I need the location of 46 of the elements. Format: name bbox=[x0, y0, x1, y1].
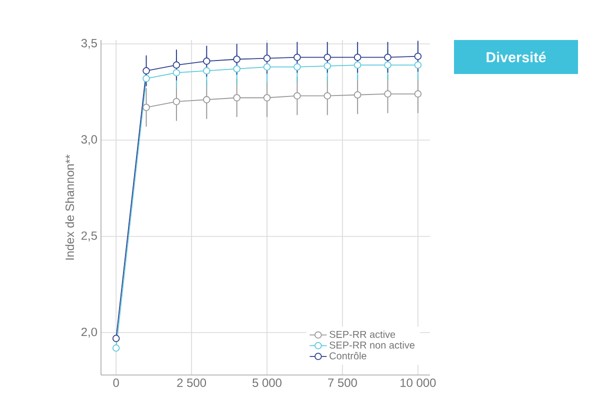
point bbox=[172, 61, 180, 69]
point bbox=[354, 61, 362, 69]
point bbox=[414, 52, 422, 60]
point bbox=[263, 63, 271, 71]
y-tick-label: 2,5 bbox=[81, 231, 97, 242]
point bbox=[203, 96, 210, 104]
point bbox=[354, 91, 362, 99]
point bbox=[414, 90, 422, 98]
point bbox=[414, 61, 422, 69]
point bbox=[294, 54, 301, 61]
point bbox=[112, 344, 120, 352]
point bbox=[172, 69, 180, 76]
legend-label: SEP-RR active bbox=[330, 330, 396, 338]
x-tick-label: 2 500 bbox=[177, 378, 206, 387]
point bbox=[324, 54, 332, 61]
point bbox=[384, 90, 392, 98]
legend-label: Contrôle bbox=[330, 352, 366, 360]
point bbox=[384, 54, 392, 61]
point bbox=[203, 58, 210, 65]
point bbox=[233, 65, 240, 73]
x-tick-label: 10 000 bbox=[400, 378, 436, 387]
point bbox=[233, 94, 240, 102]
y-axis-title: Index de Shannon** bbox=[65, 154, 74, 260]
x-tick-label: 0 bbox=[113, 378, 119, 387]
point bbox=[354, 54, 362, 61]
x-tick-label: 5 000 bbox=[252, 378, 282, 387]
point bbox=[142, 67, 150, 74]
y-tick-label: 3,5 bbox=[81, 38, 97, 49]
point bbox=[142, 74, 150, 82]
point bbox=[384, 61, 392, 69]
legend-label: SEP-RR non active bbox=[330, 341, 414, 349]
point bbox=[233, 56, 240, 63]
point bbox=[112, 334, 120, 342]
point bbox=[263, 54, 271, 62]
point bbox=[324, 92, 332, 100]
y-tick-label: 3,0 bbox=[81, 135, 98, 146]
point bbox=[172, 98, 180, 106]
point bbox=[294, 92, 301, 100]
y-tick-label: 2,0 bbox=[81, 328, 98, 338]
text: Diversité bbox=[486, 52, 546, 62]
point bbox=[294, 63, 301, 71]
point bbox=[324, 62, 332, 70]
point bbox=[142, 104, 150, 112]
x-tick-label: 7 500 bbox=[328, 378, 357, 387]
point bbox=[263, 94, 271, 102]
point bbox=[203, 67, 210, 74]
